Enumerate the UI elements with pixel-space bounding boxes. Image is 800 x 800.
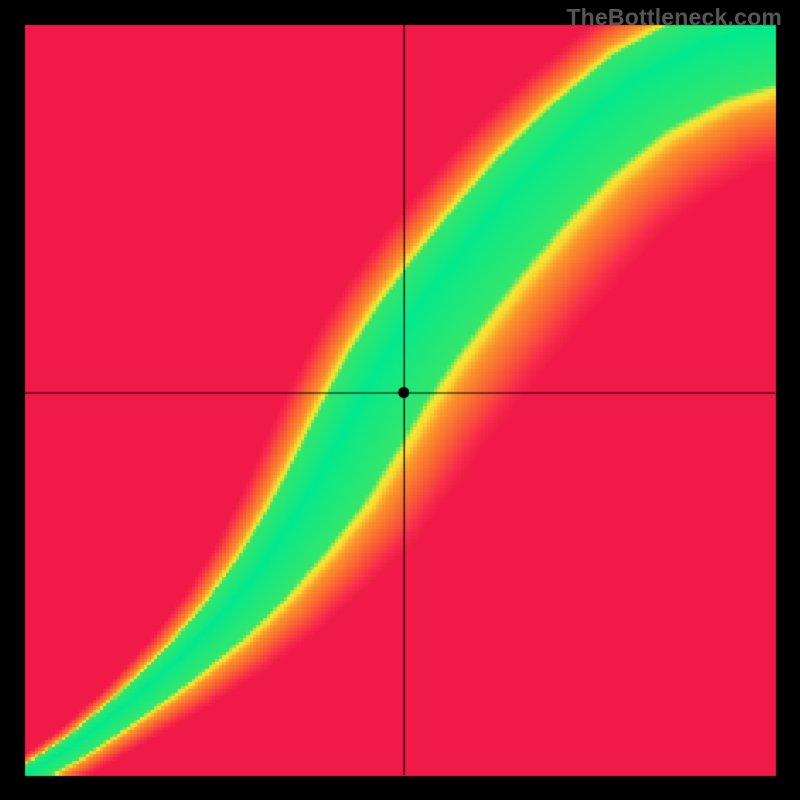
bottleneck-heatmap-canvas: [0, 0, 800, 800]
watermark-text: TheBottleneck.com: [566, 4, 782, 31]
stage: TheBottleneck.com: [0, 0, 800, 800]
